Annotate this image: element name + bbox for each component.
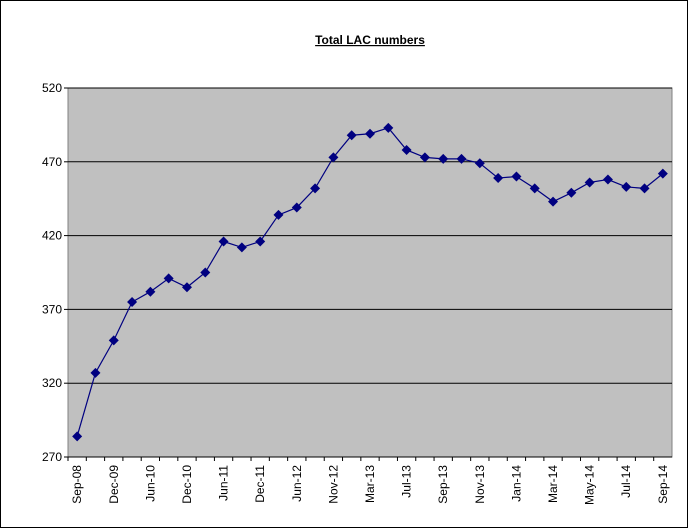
- x-tick-label: Nov-13: [473, 465, 487, 504]
- y-tick-label: 270: [42, 450, 62, 464]
- data-point: [328, 152, 339, 163]
- data-point: [639, 183, 650, 194]
- data-point: [383, 122, 394, 133]
- data-point: [72, 431, 83, 442]
- data-point: [438, 153, 449, 164]
- data-point: [474, 158, 485, 169]
- data-point: [200, 267, 211, 278]
- x-tick-label: Jul-13: [400, 465, 414, 498]
- chart-title: Total LAC numbers: [315, 33, 425, 47]
- y-tick-label: 420: [42, 229, 62, 243]
- data-point: [291, 202, 302, 213]
- data-point: [310, 183, 321, 194]
- data-point: [145, 286, 156, 297]
- x-tick-label: Sep-14: [656, 465, 670, 504]
- data-point: [548, 196, 559, 207]
- data-point: [419, 152, 430, 163]
- x-tick-label: Nov-12: [326, 465, 340, 504]
- data-point: [346, 130, 357, 141]
- data-point: [181, 282, 192, 293]
- data-point: [511, 171, 522, 182]
- y-tick-label: 470: [42, 155, 62, 169]
- y-tick-label: 520: [42, 81, 62, 95]
- x-tick-label: Jan-14: [509, 465, 523, 502]
- data-point: [163, 273, 174, 284]
- data-point: [365, 128, 375, 139]
- data-point: [456, 153, 467, 164]
- x-tick-label: Dec-09: [107, 465, 121, 504]
- x-tick-label: Sep-08: [70, 465, 84, 504]
- y-tick-label: 370: [42, 302, 62, 316]
- data-point: [602, 174, 613, 185]
- x-tick-label: Dec-11: [253, 465, 267, 503]
- x-tick-label: May-14: [583, 465, 597, 505]
- data-point: [255, 236, 266, 247]
- x-tick-label: Jun-12: [290, 465, 304, 502]
- x-tick-label: Jun-10: [143, 465, 157, 502]
- x-tick-label: Mar-14: [546, 465, 560, 503]
- y-tick-label: 320: [42, 376, 62, 390]
- data-point: [127, 297, 138, 308]
- x-tick-label: Dec-10: [180, 465, 194, 504]
- data-point: [529, 183, 540, 194]
- data-point: [218, 236, 229, 247]
- data-point: [493, 173, 504, 184]
- data-point: [566, 187, 577, 198]
- data-point: [657, 168, 668, 179]
- x-tick-label: Jun-11: [217, 465, 231, 501]
- data-point: [621, 181, 632, 192]
- data-point: [401, 144, 412, 155]
- x-tick-label: Jul-14: [619, 465, 633, 498]
- x-tick-label: Mar-13: [363, 465, 377, 503]
- data-point: [584, 177, 595, 188]
- x-tick-label: Sep-13: [436, 465, 450, 504]
- plot-area: [67, 87, 673, 458]
- data-point: [90, 367, 101, 378]
- data-point: [236, 242, 247, 253]
- data-point: [273, 209, 284, 220]
- data-point: [108, 335, 119, 346]
